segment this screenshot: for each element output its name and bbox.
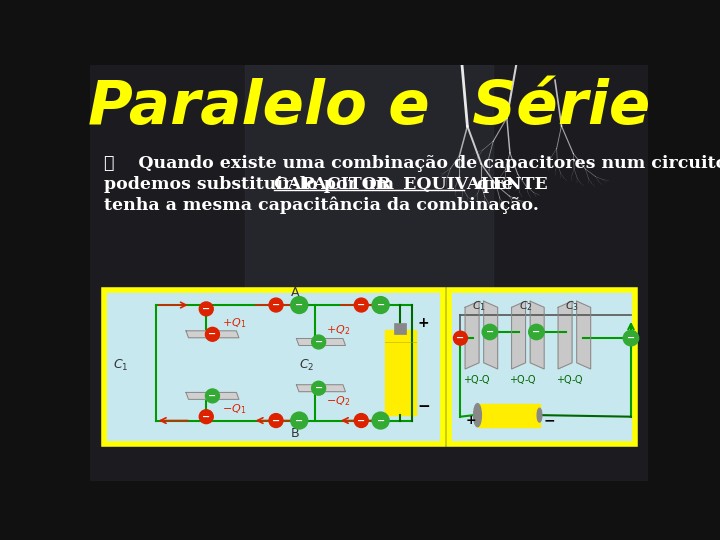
Text: +Q: +Q: [509, 375, 525, 385]
Text: −: −: [295, 300, 303, 310]
Text: +Q: +Q: [556, 375, 572, 385]
Text: −: −: [208, 391, 217, 401]
Ellipse shape: [292, 414, 306, 428]
Text: −: −: [377, 300, 384, 310]
Text: −: −: [486, 327, 494, 337]
Text: $+Q_1$: $+Q_1$: [222, 316, 246, 329]
Text: −: −: [208, 329, 217, 339]
Polygon shape: [297, 339, 346, 346]
Text: B: B: [291, 427, 300, 440]
Text: −: −: [377, 416, 384, 426]
Ellipse shape: [354, 414, 368, 428]
Text: −: −: [456, 333, 464, 343]
Text: que: que: [465, 176, 513, 193]
Polygon shape: [484, 301, 498, 369]
Text: −: −: [202, 304, 210, 314]
Text: −: −: [627, 333, 635, 343]
Ellipse shape: [312, 381, 325, 395]
Text: podemos substituir-lo por um: podemos substituir-lo por um: [104, 176, 406, 193]
Ellipse shape: [292, 298, 306, 312]
Polygon shape: [186, 393, 239, 400]
Ellipse shape: [354, 298, 368, 312]
Ellipse shape: [199, 302, 213, 316]
Ellipse shape: [199, 410, 213, 423]
Ellipse shape: [312, 335, 325, 349]
Text: −: −: [272, 416, 280, 426]
Text: CAPACITOR  EQUIVALENTE: CAPACITOR EQUIVALENTE: [274, 176, 548, 193]
Bar: [477, 403, 539, 427]
Ellipse shape: [269, 298, 283, 312]
Text: $-Q_2$: $-Q_2$: [326, 394, 351, 408]
Text: −: −: [295, 416, 303, 426]
Text: −: −: [202, 411, 210, 422]
Text: −: −: [315, 383, 323, 393]
Ellipse shape: [374, 414, 387, 428]
Bar: [384, 330, 415, 415]
Ellipse shape: [374, 298, 387, 312]
Bar: [394, 323, 406, 334]
Polygon shape: [465, 301, 479, 369]
Text: −: −: [272, 300, 280, 310]
Text: −: −: [418, 399, 431, 414]
Bar: [104, 289, 443, 444]
Text: +: +: [418, 315, 429, 329]
Text: $C_1$: $C_1$: [113, 357, 129, 373]
Ellipse shape: [625, 332, 637, 345]
Text: −: −: [532, 327, 541, 337]
Ellipse shape: [530, 326, 543, 338]
Text: $C_1$: $C_1$: [472, 299, 486, 313]
Bar: [449, 289, 635, 444]
Text: +Q: +Q: [463, 375, 478, 385]
Bar: [245, 65, 493, 296]
Text: −: −: [315, 337, 323, 347]
Polygon shape: [530, 301, 544, 369]
Text: $-Q_1$: $-Q_1$: [222, 402, 246, 416]
Text: A: A: [291, 286, 300, 299]
Ellipse shape: [269, 414, 283, 428]
Polygon shape: [512, 301, 526, 369]
Text: tenha a mesma capacitância da combinação.: tenha a mesma capacitância da combinação…: [104, 196, 539, 214]
Text: +: +: [466, 414, 477, 427]
Text: $+Q_2$: $+Q_2$: [326, 323, 351, 338]
Text: ✓    Quando existe uma combinação de capacitores num circuito,: ✓ Quando existe uma combinação de capaci…: [104, 155, 720, 172]
Text: $C_2$: $C_2$: [300, 357, 315, 373]
Ellipse shape: [474, 403, 482, 427]
Text: -Q: -Q: [571, 375, 582, 385]
Ellipse shape: [205, 327, 220, 341]
Polygon shape: [577, 301, 590, 369]
Text: Paralelo e  Série: Paralelo e Série: [88, 78, 650, 137]
Ellipse shape: [484, 326, 496, 338]
Polygon shape: [558, 301, 572, 369]
Text: -Q: -Q: [478, 375, 490, 385]
Text: −: −: [357, 300, 365, 310]
Ellipse shape: [205, 389, 220, 403]
Ellipse shape: [454, 331, 467, 345]
Polygon shape: [297, 384, 346, 391]
Text: $C_2$: $C_2$: [518, 299, 533, 313]
Text: −: −: [544, 414, 555, 427]
Text: $C_3$: $C_3$: [565, 299, 579, 313]
Text: −: −: [357, 416, 365, 426]
Polygon shape: [186, 331, 239, 338]
Text: -Q: -Q: [525, 375, 536, 385]
Ellipse shape: [537, 408, 542, 422]
